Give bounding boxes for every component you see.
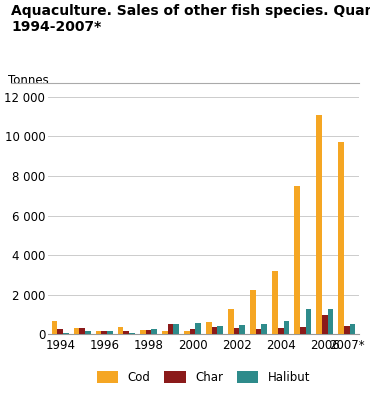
Bar (316, 114, 322, 334)
Bar (327, 309, 333, 334)
Bar (96, 330, 101, 334)
Bar (344, 326, 350, 334)
Bar (294, 186, 300, 334)
Bar (118, 327, 124, 334)
Bar (228, 309, 234, 334)
Bar (300, 327, 306, 334)
Bar (124, 330, 129, 334)
Bar (57, 328, 63, 334)
Bar (306, 309, 311, 334)
Bar (350, 324, 355, 334)
Bar (80, 328, 85, 334)
Bar (234, 328, 239, 334)
Bar (145, 330, 151, 334)
Bar (322, 315, 327, 334)
Bar (256, 329, 262, 334)
Bar (338, 142, 344, 334)
Bar (184, 330, 189, 334)
Bar (262, 324, 267, 334)
Bar (272, 271, 278, 334)
Bar (218, 326, 223, 334)
Bar (212, 327, 218, 334)
Bar (168, 324, 173, 334)
Bar (151, 329, 157, 334)
Bar (250, 290, 256, 334)
Legend: Cod, Char, Halibut: Cod, Char, Halibut (97, 371, 310, 384)
Text: Aquaculture. Sales of other fish species. Quantity.
1994-2007*: Aquaculture. Sales of other fish species… (11, 4, 370, 34)
Bar (85, 330, 91, 334)
Bar (63, 332, 69, 334)
Bar (101, 330, 107, 334)
Bar (239, 324, 245, 334)
Bar (278, 328, 283, 334)
Text: Tonnes: Tonnes (8, 74, 48, 87)
Bar (189, 329, 195, 334)
Bar (140, 330, 145, 334)
Bar (283, 321, 289, 334)
Bar (195, 322, 201, 334)
Bar (206, 322, 212, 334)
Bar (52, 321, 57, 334)
Bar (107, 330, 113, 334)
Bar (74, 328, 80, 334)
Bar (162, 330, 168, 334)
Bar (129, 332, 135, 334)
Bar (173, 324, 179, 334)
